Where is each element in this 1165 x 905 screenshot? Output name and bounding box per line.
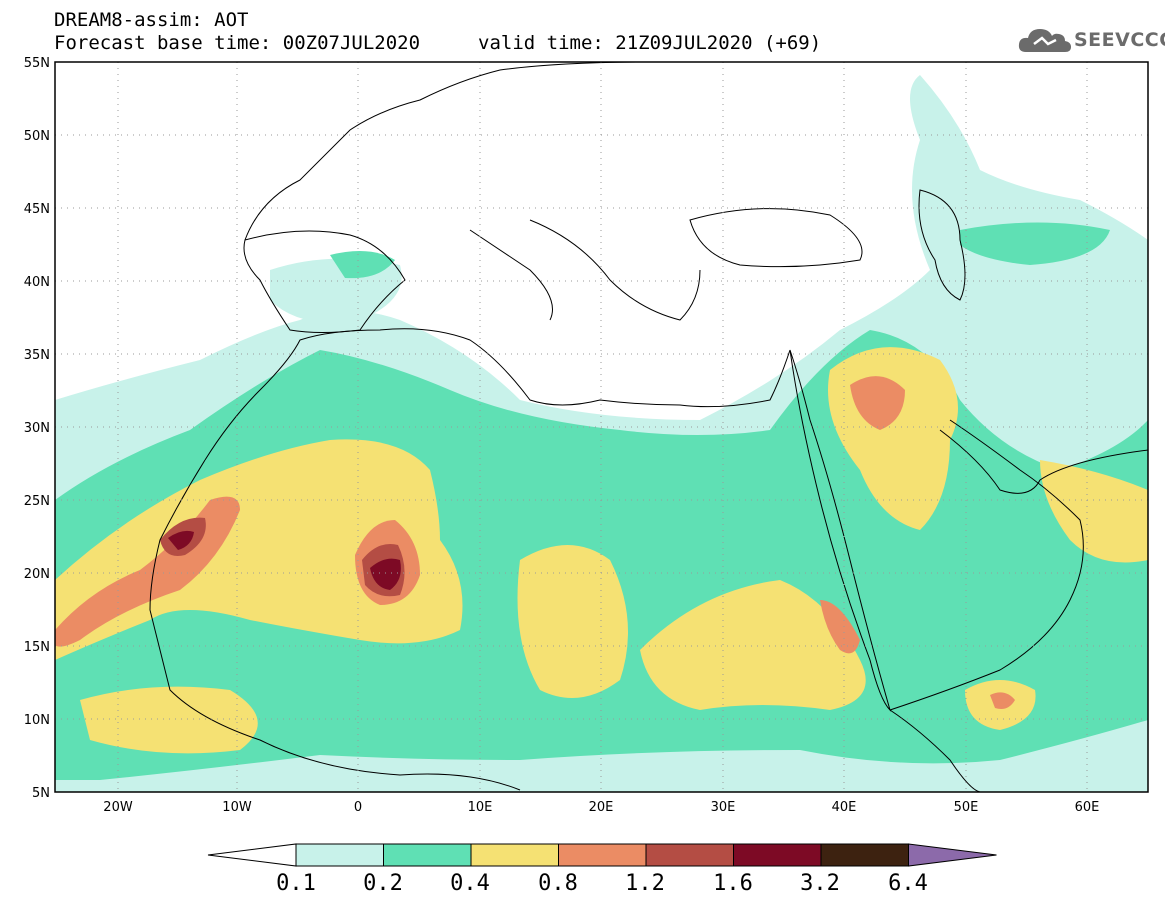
aot-band-02b [960, 222, 1110, 265]
aot-band-04 [55, 439, 463, 660]
colorbar-box [645, 843, 734, 867]
colorbar-box [733, 843, 822, 867]
lon-tick: 0 [354, 800, 362, 815]
aot-band-04d [640, 580, 866, 710]
lat-tick: 40N [24, 275, 50, 290]
aot-band-16b [370, 558, 401, 590]
logo-text: SEEVCCC [1074, 29, 1165, 51]
coast-arabia [889, 419, 1084, 711]
lat-tick: 25N [24, 494, 50, 509]
lon-tick: 20E [589, 800, 614, 815]
colorbar-label: 6.4 [888, 871, 928, 896]
colorbar-label: 0.8 [538, 871, 578, 896]
lon-tick: 20W [103, 800, 133, 815]
coast-balkans [529, 219, 701, 321]
coast-north-africa [204, 328, 791, 461]
graticule [55, 62, 1148, 792]
lat-tick: 35N [24, 348, 50, 363]
lon-tick: 50E [954, 800, 979, 815]
coast-black-sea [689, 208, 863, 268]
coast-italy [469, 229, 553, 321]
colorbar-box [820, 843, 909, 867]
aot-band-16 [168, 530, 194, 550]
coastlines [149, 62, 1148, 792]
colorbar-over-arrow [908, 843, 997, 867]
colorbar-label: 0.1 [276, 871, 316, 896]
lon-tick: 60E [1075, 800, 1100, 815]
lat-tick: 55N [24, 56, 50, 71]
cloud-icon [1018, 29, 1071, 52]
aot-band-04f [1040, 460, 1148, 563]
lat-tick: 5N [32, 786, 50, 801]
lon-tick: 10E [468, 800, 493, 815]
lat-tick: 45N [24, 202, 50, 217]
aot-band-02c [330, 251, 395, 279]
colorbar-box [295, 843, 384, 867]
colorbar-label: 3.2 [800, 871, 840, 896]
colorbar-boxes [207, 843, 997, 867]
colorbar-label: 1.6 [713, 871, 753, 896]
lat-tick: 10N [24, 713, 50, 728]
colorbar-label: 0.2 [363, 871, 403, 896]
map-frame [54, 61, 1149, 793]
coast-europe [244, 62, 651, 241]
aot-band-08e [990, 692, 1015, 709]
aot-band-08c [850, 376, 905, 430]
coast-west-africa [149, 459, 521, 791]
lat-ticks: 55N 50N 45N 40N 35N 30N 25N 20N 15N 10N … [24, 56, 50, 801]
lon-tick: 10W [222, 800, 252, 815]
map-title: DREAM8-assim: AOT [54, 9, 249, 31]
coast-persian-gulf [939, 429, 1148, 494]
coast-iberia [243, 230, 406, 333]
colorbar-label: 0.4 [450, 871, 490, 896]
lat-tick: 30N [24, 421, 50, 436]
lat-tick: 20N [24, 567, 50, 582]
colorbar-box [558, 843, 647, 867]
forecast-base-time: Forecast base time: 00Z07JUL2020 [54, 32, 421, 54]
lon-tick: 40E [832, 800, 857, 815]
lat-tick: 50N [24, 129, 50, 144]
colorbar-box [470, 843, 559, 867]
aot-field [55, 75, 1148, 792]
colorbar-label: 1.2 [625, 871, 665, 896]
seevccc-logo: SEEVCCC [1018, 24, 1165, 56]
lon-ticks: 20W 10W 0 10E 20E 30E 40E 50E 60E [103, 800, 1099, 815]
aot-band-04b [80, 686, 258, 754]
colorbar-box [383, 843, 472, 867]
coast-horn [889, 709, 981, 792]
colorbar-under-arrow [207, 843, 297, 867]
aot-band-04c [517, 545, 628, 698]
lat-tick: 15N [24, 640, 50, 655]
colorbar-labels: 0.1 0.2 0.4 0.8 1.2 1.6 3.2 6.4 [276, 871, 928, 896]
aot-band-08d [820, 600, 860, 654]
lon-tick: 30E [711, 800, 736, 815]
valid-time: valid time: 21Z09JUL2020 (+69) [478, 32, 822, 54]
coast-caspian [918, 189, 966, 301]
